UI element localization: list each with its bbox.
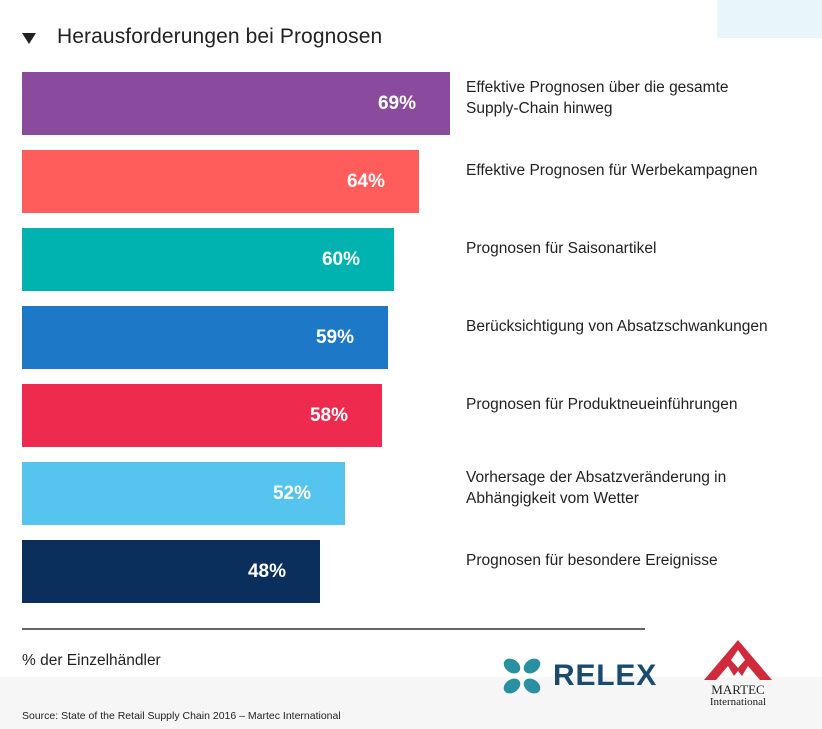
bar-value-label: 69% — [377, 93, 416, 114]
axis-line — [22, 628, 645, 630]
bar: 64% — [22, 150, 419, 213]
chart-title: Herausforderungen bei Prognosen — [57, 25, 383, 48]
category-label: Prognosen für Saisonartikel — [466, 240, 657, 257]
martec-mark-icon — [704, 640, 772, 680]
footer-band — [0, 677, 822, 729]
bar-value-label: 60% — [321, 249, 360, 270]
category-label: Berücksichtigung von Absatzschwankungen — [466, 318, 768, 335]
bar-value-label: 48% — [247, 561, 286, 582]
relex-wordmark: RELEX — [553, 659, 658, 692]
relex-logo: RELEX — [500, 656, 657, 696]
category-label: Effektive Prognosen für Werbekampagnen — [466, 162, 758, 179]
bar-value-label: 59% — [315, 327, 354, 348]
bar-value-label: 52% — [272, 483, 311, 504]
collapse-triangle-icon[interactable] — [22, 32, 36, 44]
bar: 69% — [22, 72, 450, 135]
corner-highlight — [717, 0, 822, 38]
bar: 48% — [22, 540, 320, 603]
category-label: Prognosen für besondere Ereignisse — [466, 552, 718, 569]
category-label: Effektive Prognosen über die gesamte Sup… — [466, 79, 729, 117]
bar: 60% — [22, 228, 394, 291]
category-label: Vorhersage der Absatzveränderung in Abhä… — [466, 469, 727, 507]
bar: 52% — [22, 462, 345, 525]
axis-label: % der Einzelhändler — [22, 652, 161, 669]
source-note: Source: State of the Retail Supply Chain… — [22, 710, 341, 722]
bar-value-label: 64% — [346, 171, 385, 192]
martec-subtitle: International — [709, 696, 767, 708]
category-label: Prognosen für Produktneueinführungen — [466, 396, 738, 413]
chart-header[interactable]: Herausforderungen bei Prognosen — [22, 24, 382, 50]
relex-mark-icon — [503, 658, 541, 694]
martec-logo: MARTEC International — [702, 638, 774, 708]
martec-wordmark: MARTEC — [711, 682, 765, 697]
bar-value-label: 58% — [309, 405, 348, 426]
bar: 59% — [22, 306, 388, 369]
bar: 58% — [22, 384, 382, 447]
